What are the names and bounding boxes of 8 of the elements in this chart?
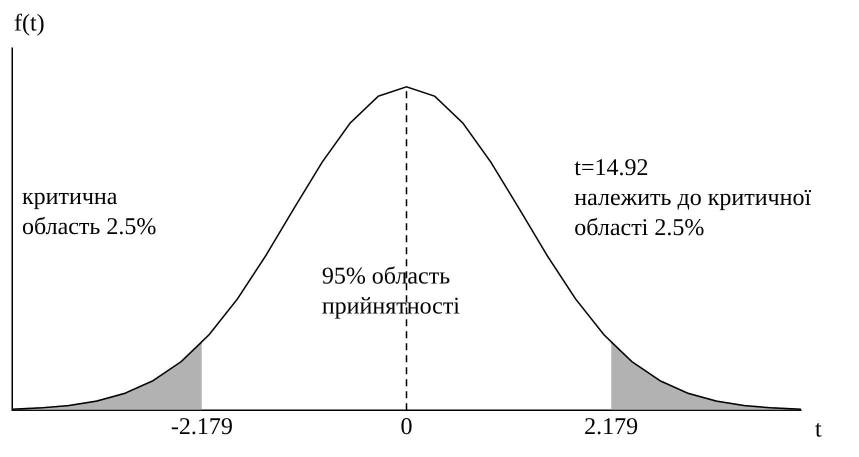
x-tick-label: 2.179 [584,414,638,440]
y-axis-title: f(t) [14,10,45,36]
annotation: критична область 2.5% [22,184,156,240]
annotation: 95% область прийнятності [322,264,460,320]
annotation: t=14.92 належить до критичної області 2.5% [574,154,812,241]
x-tick-label: 0 [400,414,412,440]
x-tick-label: -2.179 [170,414,233,440]
x-axis-title: t [815,416,822,442]
